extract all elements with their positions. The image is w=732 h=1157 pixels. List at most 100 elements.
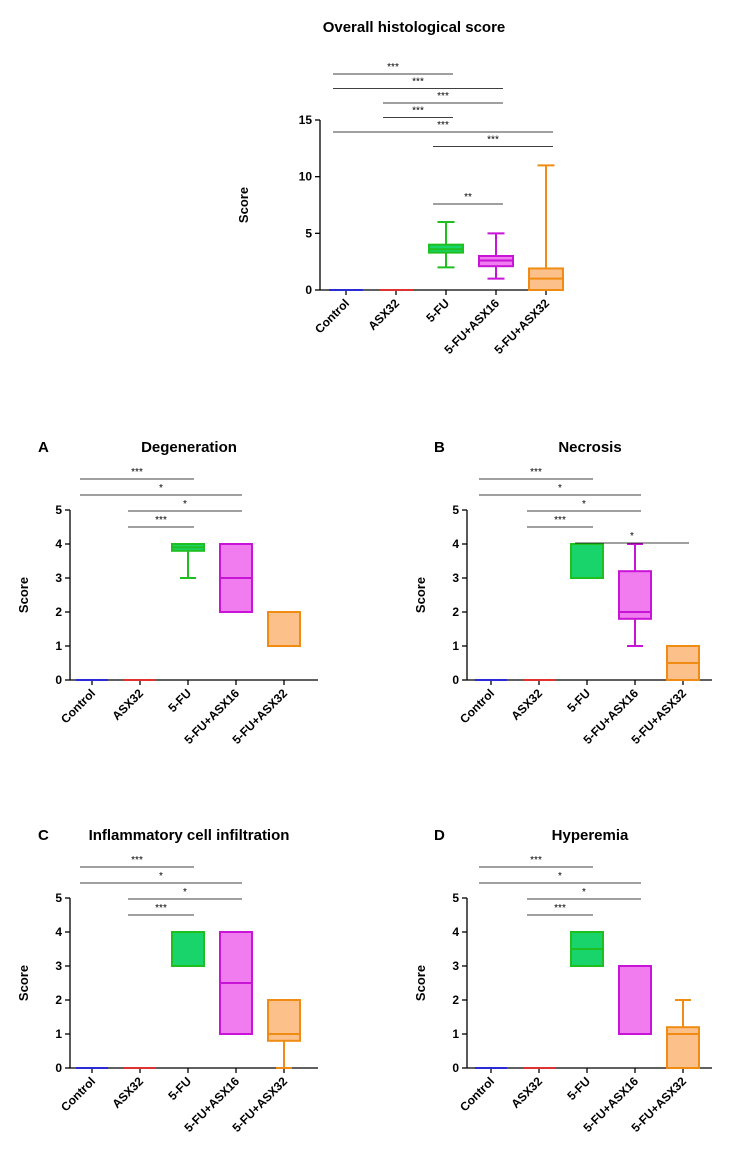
significance-label: * bbox=[582, 887, 586, 898]
box-body bbox=[171, 931, 205, 967]
x-tick-label: 5-FU bbox=[165, 686, 194, 715]
significance-bracket: *** bbox=[527, 903, 593, 916]
chart-degeneration: Degeneration A Score 0 1 2 3 4 5 Control ASX32 5-FU… bbox=[16, 439, 318, 747]
y-tick-label: 0 bbox=[452, 1061, 459, 1075]
box-5-fu-asx32 bbox=[267, 611, 301, 647]
y-tick-label: 5 bbox=[452, 503, 459, 517]
x-tick-label: Control bbox=[457, 1074, 497, 1114]
box-5-fu bbox=[171, 543, 205, 579]
significance-bracket: *** bbox=[333, 77, 503, 89]
y-tick-label: 4 bbox=[452, 537, 459, 551]
significance-bracket: *** bbox=[479, 855, 593, 868]
y-tick-label: 2 bbox=[55, 993, 62, 1007]
significance-bracket: * bbox=[527, 887, 641, 900]
y-tick-label: 15 bbox=[299, 113, 313, 127]
y-tick-label: 10 bbox=[299, 170, 313, 184]
significance-label: *** bbox=[437, 120, 449, 131]
box-5-fu-asx16 bbox=[219, 931, 253, 1035]
significance-bracket: *** bbox=[527, 515, 593, 528]
significance-label: * bbox=[183, 887, 187, 898]
box-5-fu-asx16 bbox=[618, 965, 652, 1035]
chart-title: Hyperemia bbox=[552, 827, 629, 844]
significance-label: * bbox=[159, 483, 163, 494]
significance-bracket: * bbox=[128, 887, 242, 900]
y-tick-label: 3 bbox=[452, 959, 459, 973]
significance-label: *** bbox=[387, 62, 399, 73]
chart-title: Necrosis bbox=[558, 439, 621, 456]
significance-bracket: * bbox=[527, 499, 641, 512]
x-tick-label: 5-FU bbox=[564, 1074, 593, 1103]
significance-bracket: *** bbox=[128, 903, 194, 916]
significance-bracket: * bbox=[575, 531, 689, 544]
panel-letter: B bbox=[434, 439, 445, 456]
box-5-fu-asx32 bbox=[528, 164, 564, 292]
significance-label: * bbox=[159, 871, 163, 882]
significance-label: *** bbox=[437, 91, 449, 102]
y-tick-label: 4 bbox=[55, 537, 62, 551]
significance-label: *** bbox=[554, 515, 566, 526]
significance-label: *** bbox=[131, 467, 143, 478]
significance-label: ** bbox=[464, 192, 472, 203]
x-tick-label: Control bbox=[58, 1074, 98, 1114]
box-5-fu-asx16 bbox=[478, 232, 514, 280]
y-tick-label: 5 bbox=[55, 503, 62, 517]
box-body bbox=[570, 543, 604, 579]
y-axis-label: Score bbox=[16, 577, 31, 613]
panel-letter: D bbox=[434, 827, 445, 844]
y-tick-label: 0 bbox=[55, 1061, 62, 1075]
significance-bracket: *** bbox=[383, 106, 453, 118]
significance-bracket: *** bbox=[80, 855, 194, 868]
y-tick-label: 2 bbox=[452, 605, 459, 619]
y-tick-label: 1 bbox=[452, 639, 459, 653]
significance-label: * bbox=[558, 871, 562, 882]
y-tick-label: 0 bbox=[55, 673, 62, 687]
y-tick-label: 1 bbox=[55, 1027, 62, 1041]
y-axis-label: Score bbox=[236, 187, 251, 223]
y-tick-label: 3 bbox=[55, 571, 62, 585]
y-tick-label: 3 bbox=[55, 959, 62, 973]
significance-label: * bbox=[630, 531, 634, 542]
box-5-fu bbox=[570, 931, 604, 967]
significance-bracket: *** bbox=[128, 515, 194, 528]
chart-title: Degeneration bbox=[141, 439, 237, 456]
significance-bracket: * bbox=[80, 483, 242, 496]
chart-overall: Overall histological score Score 0 5 10 15 Con… bbox=[236, 19, 564, 357]
panel-letter: A bbox=[38, 439, 49, 456]
significance-label: *** bbox=[487, 135, 499, 146]
y-tick-label: 4 bbox=[452, 925, 459, 939]
box-body bbox=[267, 611, 301, 647]
significance-bracket: * bbox=[479, 483, 641, 496]
significance-bracket: *** bbox=[333, 62, 453, 75]
x-tick-label: ASX32 bbox=[508, 1074, 545, 1111]
box-5-fu bbox=[428, 221, 464, 269]
significance-label: *** bbox=[412, 106, 424, 117]
significance-label: *** bbox=[155, 515, 167, 526]
significance-bracket: *** bbox=[479, 467, 593, 480]
y-axis-label: Score bbox=[16, 965, 31, 1001]
x-tick-label: 5-FU bbox=[564, 686, 593, 715]
significance-bracket: * bbox=[128, 499, 242, 512]
y-tick-label: 2 bbox=[452, 993, 459, 1007]
box-body bbox=[618, 965, 652, 1035]
y-tick-label: 4 bbox=[55, 925, 62, 939]
y-tick-label: 1 bbox=[55, 639, 62, 653]
x-tick-label: Control bbox=[58, 686, 98, 726]
y-axis-label: Score bbox=[413, 577, 428, 613]
x-tick-label: ASX32 bbox=[365, 296, 402, 333]
box-5-fu-asx32 bbox=[267, 999, 301, 1069]
x-tick-label: Control bbox=[457, 686, 497, 726]
significance-label: *** bbox=[131, 855, 143, 866]
chart-title: Overall histological score bbox=[323, 19, 506, 36]
panel-letter: C bbox=[38, 827, 49, 844]
x-tick-label: ASX32 bbox=[508, 686, 545, 723]
x-tick-label: Control bbox=[312, 296, 352, 336]
box-5-fu-asx32 bbox=[666, 999, 700, 1069]
significance-label: * bbox=[183, 499, 187, 510]
x-tick-label: ASX32 bbox=[109, 686, 146, 723]
x-tick-label: 5-FU bbox=[165, 1074, 194, 1103]
significance-label: *** bbox=[155, 903, 167, 914]
box-5-fu bbox=[171, 931, 205, 967]
y-tick-label: 5 bbox=[305, 226, 312, 240]
